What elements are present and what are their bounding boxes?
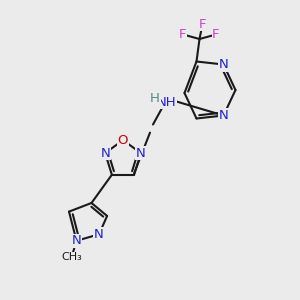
Text: N: N [136, 147, 146, 160]
Text: F: F [199, 17, 206, 31]
Text: H: H [150, 92, 160, 105]
Text: F: F [212, 28, 220, 41]
Text: CH₃: CH₃ [61, 252, 82, 262]
Text: N: N [219, 58, 228, 71]
Text: N: N [219, 109, 228, 122]
Text: N: N [72, 234, 81, 247]
Text: N: N [94, 228, 104, 241]
Text: F: F [179, 28, 187, 41]
Text: N: N [100, 147, 110, 160]
Text: O: O [118, 134, 128, 147]
Text: NH: NH [157, 95, 176, 109]
